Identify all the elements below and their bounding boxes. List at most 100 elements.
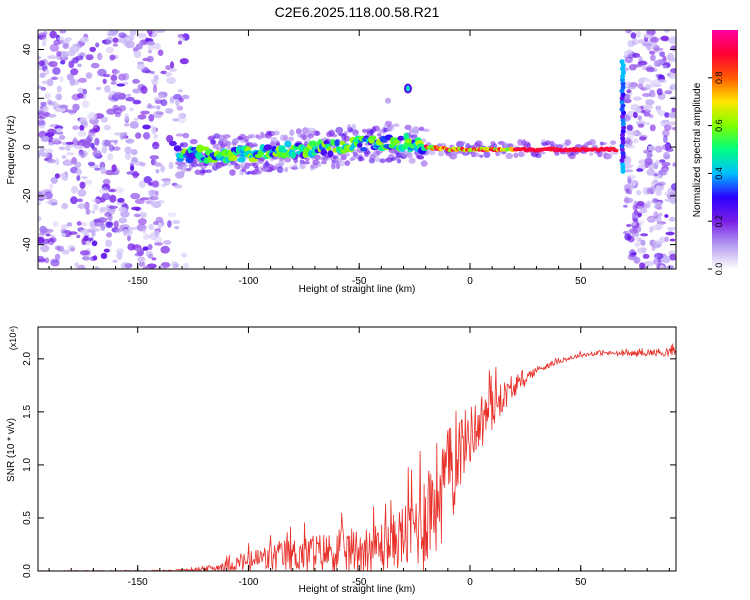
noise-cell	[101, 206, 109, 212]
noise-cell	[147, 103, 152, 109]
halo-cell	[272, 130, 280, 136]
noise-cell	[642, 253, 650, 259]
noise-cell	[68, 60, 75, 69]
noise-cell	[80, 229, 90, 234]
noise-cell	[49, 44, 59, 52]
noise-cell	[671, 126, 676, 131]
halo-cell	[438, 150, 444, 157]
halo-cell	[278, 160, 285, 167]
noise-cell	[85, 208, 91, 215]
snr-x-label: Height of straight line (km)	[299, 584, 416, 595]
noise-cell	[653, 47, 664, 51]
noise-cell	[624, 81, 631, 88]
halo-cell	[483, 151, 491, 158]
noise-cell	[101, 145, 108, 154]
noise-cell	[65, 141, 74, 145]
noise-cell	[40, 86, 47, 91]
noise-cell	[126, 228, 133, 236]
noise-cell	[628, 249, 636, 258]
noise-cell	[48, 61, 58, 68]
noise-cell	[105, 36, 114, 44]
halo-cell	[416, 156, 425, 160]
noise-cell	[633, 210, 639, 216]
noise-cell	[104, 212, 112, 217]
noise-cell	[129, 30, 137, 36]
noise-cell	[85, 54, 94, 61]
noise-cell	[79, 124, 85, 131]
noise-cell	[634, 241, 641, 248]
noise-cell	[156, 30, 166, 33]
halo-cell	[182, 132, 190, 139]
noise-cell	[137, 256, 146, 263]
noise-cell	[39, 225, 47, 234]
noise-cell	[108, 144, 115, 152]
noise-cell	[630, 221, 637, 226]
halo-cell	[264, 160, 269, 167]
halo-cell	[307, 133, 314, 139]
noise-cell	[142, 265, 152, 269]
ridge-cell	[404, 138, 413, 144]
noise-cell	[105, 221, 113, 228]
noise-cell	[633, 256, 641, 264]
band-cell	[620, 121, 626, 127]
noise-cell	[178, 112, 187, 119]
noise-cell	[96, 150, 102, 154]
noise-cell	[132, 88, 142, 94]
noise-cell	[164, 72, 172, 77]
halo-cell	[304, 157, 310, 162]
noise-cell	[38, 258, 46, 263]
halo-cell	[189, 138, 198, 145]
noise-cell	[141, 227, 147, 234]
halo-cell	[270, 165, 277, 171]
noise-cell	[646, 217, 656, 221]
noise-cell	[90, 142, 95, 149]
noise-cell	[669, 216, 676, 222]
halo-cell	[343, 130, 349, 135]
ridge-cell	[248, 157, 258, 163]
halo-cell	[220, 141, 227, 148]
colorbar-tick-label: 0.6	[714, 119, 724, 132]
band-cell	[620, 77, 625, 83]
noise-cell	[144, 70, 152, 74]
noise-cell	[107, 153, 114, 161]
noise-cell	[136, 62, 145, 70]
noise-cell	[655, 188, 662, 196]
feature-blob	[385, 97, 392, 104]
noise-cell	[662, 129, 670, 137]
noise-cell	[48, 198, 58, 206]
noise-cell	[100, 166, 106, 175]
noise-cell	[646, 152, 653, 158]
ridge-cell	[357, 142, 363, 148]
noise-cell	[114, 187, 124, 194]
ridge-cell	[195, 144, 205, 153]
noise-cell	[56, 50, 62, 57]
noise-cell	[77, 198, 83, 203]
ridge-cell	[290, 151, 297, 159]
spectrogram-x-label: Height of straight line (km)	[299, 284, 416, 295]
noise-cell	[133, 213, 141, 218]
noise-cell	[38, 216, 42, 222]
spectrogram-frame	[37, 29, 677, 270]
noise-cell	[662, 64, 668, 69]
noise-cell	[116, 83, 125, 87]
halo-cell	[459, 141, 466, 145]
noise-cell	[652, 243, 661, 249]
noise-cell	[56, 85, 62, 93]
halo-cell	[331, 162, 336, 170]
noise-cell	[152, 141, 160, 150]
noise-cell	[643, 104, 653, 110]
noise-cell	[61, 141, 68, 146]
noise-cell	[153, 110, 163, 119]
noise-cell	[126, 93, 131, 97]
noise-cell	[168, 68, 177, 72]
noise-cell	[55, 127, 63, 133]
ridge-cell	[614, 148, 619, 153]
x-tick-label: 50	[575, 577, 587, 588]
ridge-cell	[263, 144, 273, 151]
noise-cell	[117, 197, 125, 203]
noise-cell	[157, 49, 164, 56]
noise-cell	[168, 161, 174, 170]
noise-cell	[38, 236, 45, 244]
noise-cell	[653, 173, 659, 177]
